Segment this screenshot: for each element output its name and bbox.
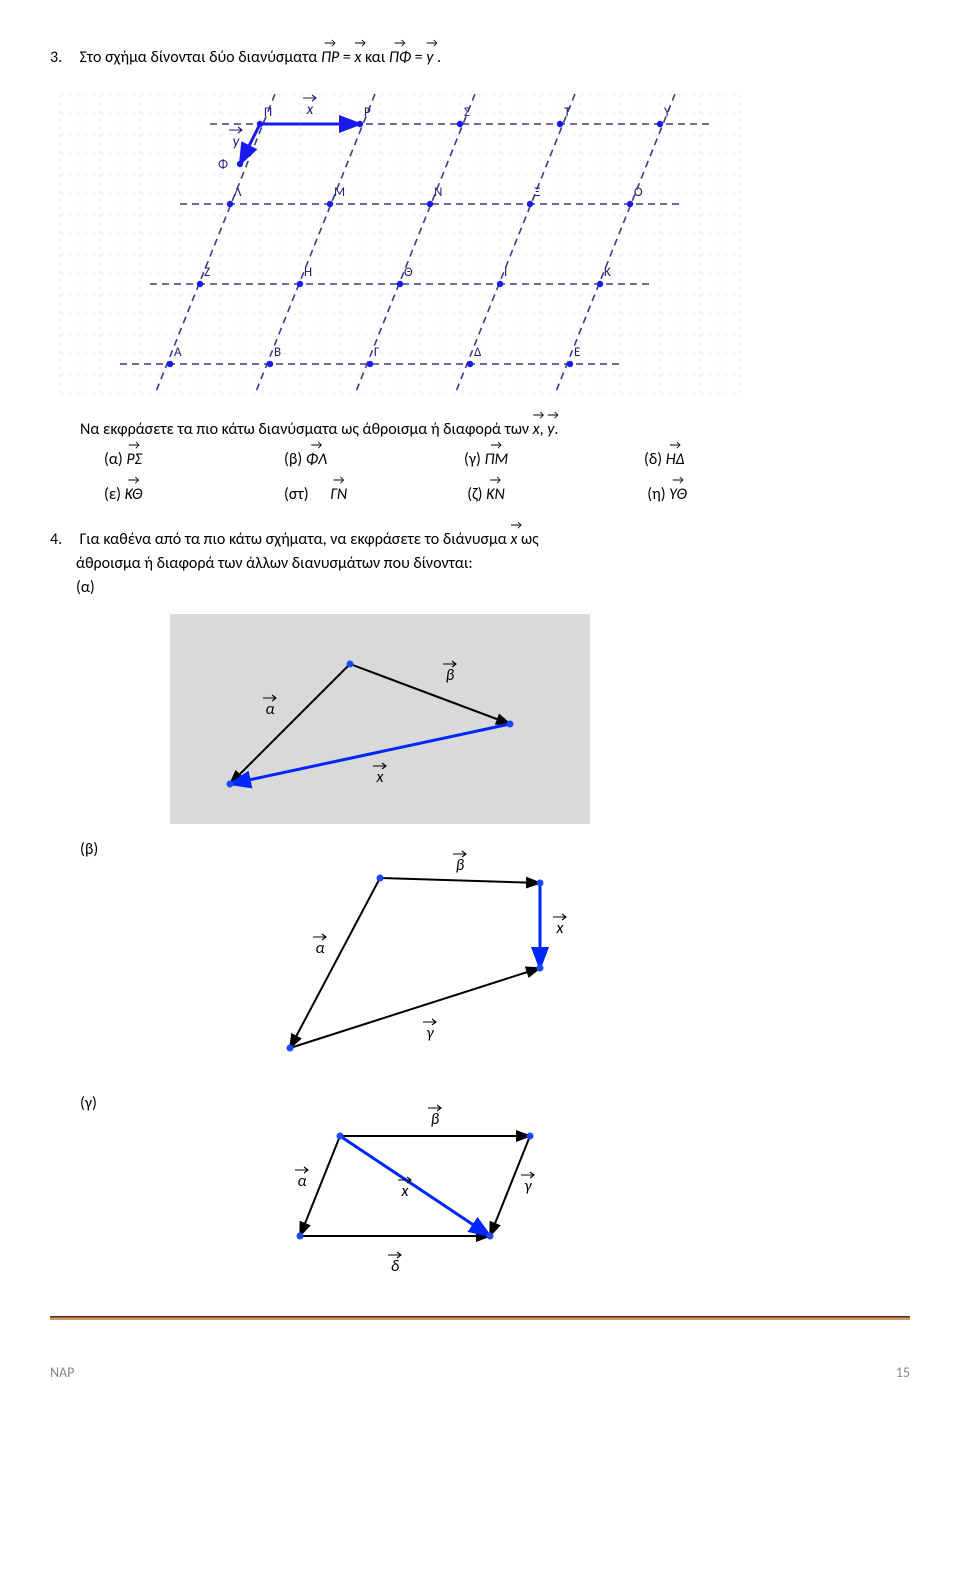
svg-text:Ε: Ε bbox=[574, 345, 580, 360]
svg-text:Π: Π bbox=[264, 105, 272, 120]
svg-text:Δ: Δ bbox=[474, 345, 481, 360]
footer: ΝΑΡ 15 bbox=[50, 1360, 910, 1381]
vec-PF: ΠΦ bbox=[389, 46, 411, 70]
svg-text:Ρ: Ρ bbox=[364, 105, 371, 120]
vec-y: y bbox=[426, 46, 433, 70]
q4b-figure: α β γ x bbox=[210, 848, 910, 1078]
svg-text:Κ: Κ bbox=[604, 265, 611, 280]
svg-text:α: α bbox=[265, 700, 274, 719]
q3-num: 3. bbox=[50, 46, 76, 70]
q3-options-row1: (α) ΡΣ (β) ΦΛ (γ) ΠΜ (δ) ΗΔ bbox=[104, 450, 910, 469]
svg-text:Γ: Γ bbox=[374, 345, 380, 360]
svg-text:x: x bbox=[556, 919, 565, 938]
svg-text:β: β bbox=[431, 1110, 440, 1129]
q4a-figure: α β x bbox=[170, 614, 910, 824]
vec-PP: ΠΡ bbox=[321, 46, 339, 70]
footer-left: ΝΑΡ bbox=[50, 1364, 74, 1381]
svg-text:Τ: Τ bbox=[564, 105, 571, 120]
svg-text:Ξ: Ξ bbox=[534, 185, 540, 200]
svg-text:γ: γ bbox=[426, 1024, 434, 1043]
svg-text:β: β bbox=[456, 856, 465, 875]
svg-text:Φ: Φ bbox=[218, 157, 228, 172]
svg-text:y: y bbox=[233, 133, 241, 151]
svg-text:Ι: Ι bbox=[504, 265, 507, 280]
svg-text:x: x bbox=[401, 1182, 410, 1201]
svg-text:Β: Β bbox=[274, 345, 281, 360]
q4-statement: 4. Για καθένα από τα πιο κάτω σχήματα, ν… bbox=[50, 528, 910, 600]
svg-text:Σ: Σ bbox=[464, 105, 470, 120]
svg-text:α: α bbox=[315, 939, 324, 958]
svg-text:Θ: Θ bbox=[404, 265, 413, 280]
svg-text:γ: γ bbox=[524, 1177, 532, 1196]
footer-page: 15 bbox=[896, 1364, 910, 1381]
q3-options-row2: (ε) ΚΘ (στ) ΓΝ (ζ) ΚΝ (η) ΥΘ bbox=[104, 485, 910, 504]
svg-text:x: x bbox=[376, 768, 385, 787]
svg-text:Μ: Μ bbox=[334, 185, 345, 200]
q3-grid-figure: Π Ρ Σ Τ Υ Λ Μ Ν Ξ Ο Ζ Η Θ Ι Κ Α Β Γ Δ Ε Φx y bbox=[50, 84, 910, 404]
svg-text:Η: Η bbox=[304, 265, 312, 280]
svg-text:Ν: Ν bbox=[434, 185, 442, 200]
q3-statement: 3. Στο σχήμα δίνονται δύο διανύσματα ΠΡ … bbox=[50, 46, 910, 70]
q4-sub-a: (α) bbox=[76, 578, 95, 597]
vec-x: x bbox=[354, 46, 361, 70]
svg-text:x: x bbox=[306, 101, 314, 119]
q3-text: Στο σχήμα δίνονται δύο διανύσματα bbox=[80, 48, 321, 67]
q4-num: 4. bbox=[50, 528, 76, 552]
q4c-figure: α β γ δ x bbox=[210, 1096, 910, 1296]
svg-text:α: α bbox=[297, 1172, 306, 1191]
svg-text:Ζ: Ζ bbox=[204, 265, 210, 280]
svg-text:Ο: Ο bbox=[634, 185, 643, 200]
svg-text:Υ: Υ bbox=[664, 105, 671, 120]
svg-text:Λ: Λ bbox=[234, 185, 242, 200]
footer-bar bbox=[50, 1316, 910, 1320]
svg-text:δ: δ bbox=[391, 1257, 399, 1276]
svg-text:Α: Α bbox=[174, 345, 182, 360]
svg-text:β: β bbox=[446, 666, 455, 685]
